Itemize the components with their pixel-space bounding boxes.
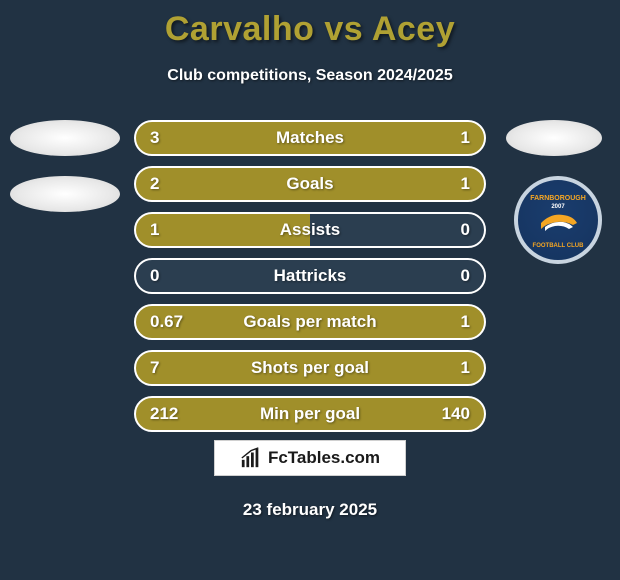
stat-left-value: 1 — [136, 220, 196, 240]
stat-row: 1 Assists 0 — [134, 212, 486, 248]
stat-row: 0.67 Goals per match 1 — [134, 304, 486, 340]
branding-box: FcTables.com — [214, 440, 406, 476]
stat-right-value: 0 — [424, 220, 484, 240]
stat-left-value: 3 — [136, 128, 196, 148]
stat-row: 2 Goals 1 — [134, 166, 486, 202]
player-left-avatar-group — [10, 120, 120, 232]
branding-text: FcTables.com — [268, 448, 380, 468]
stat-right-value: 1 — [424, 312, 484, 332]
stat-label: Matches — [276, 128, 344, 148]
date-label: 23 february 2025 — [243, 500, 377, 520]
stat-left-value: 2 — [136, 174, 196, 194]
stat-right-value: 1 — [424, 174, 484, 194]
stat-right-value: 0 — [424, 266, 484, 286]
svg-text:FOOTBALL CLUB: FOOTBALL CLUB — [533, 243, 585, 249]
player-right-avatar — [506, 120, 602, 156]
stat-label: Assists — [280, 220, 340, 240]
eagle-icon: FARNBOROUGH 2007 FOOTBALL CLUB — [523, 185, 593, 255]
stat-row: 7 Shots per goal 1 — [134, 350, 486, 386]
stat-left-value: 0 — [136, 266, 196, 286]
stat-row: 0 Hattricks 0 — [134, 258, 486, 294]
stat-left-value: 7 — [136, 358, 196, 378]
chart-icon — [240, 447, 262, 469]
stat-label: Shots per goal — [251, 358, 369, 378]
stat-left-value: 212 — [136, 404, 196, 424]
stat-left-value: 0.67 — [136, 312, 196, 332]
stat-row: 212 Min per goal 140 — [134, 396, 486, 432]
stat-label: Goals — [286, 174, 333, 194]
svg-text:FARNBOROUGH: FARNBOROUGH — [530, 195, 586, 202]
stat-right-value: 140 — [424, 404, 484, 424]
player-left-avatar — [10, 120, 120, 156]
club-left-badge — [10, 176, 120, 212]
player-right-avatar-group: FARNBOROUGH 2007 FOOTBALL CLUB — [506, 120, 602, 264]
stat-row: 3 Matches 1 — [134, 120, 486, 156]
stat-right-value: 1 — [424, 128, 484, 148]
svg-text:2007: 2007 — [551, 204, 565, 210]
season-subtitle: Club competitions, Season 2024/2025 — [0, 67, 620, 85]
stats-container: 3 Matches 1 2 Goals 1 1 Assists 0 0 Hattricks 0 0.67… — [134, 120, 486, 442]
club-right-badge: FARNBOROUGH 2007 FOOTBALL CLUB — [514, 176, 602, 264]
stat-right-value: 1 — [424, 358, 484, 378]
stat-label: Min per goal — [260, 404, 360, 424]
stat-label: Hattricks — [274, 266, 347, 286]
comparison-title: Carvalho vs Acey — [0, 0, 620, 49]
stat-label: Goals per match — [243, 312, 376, 332]
